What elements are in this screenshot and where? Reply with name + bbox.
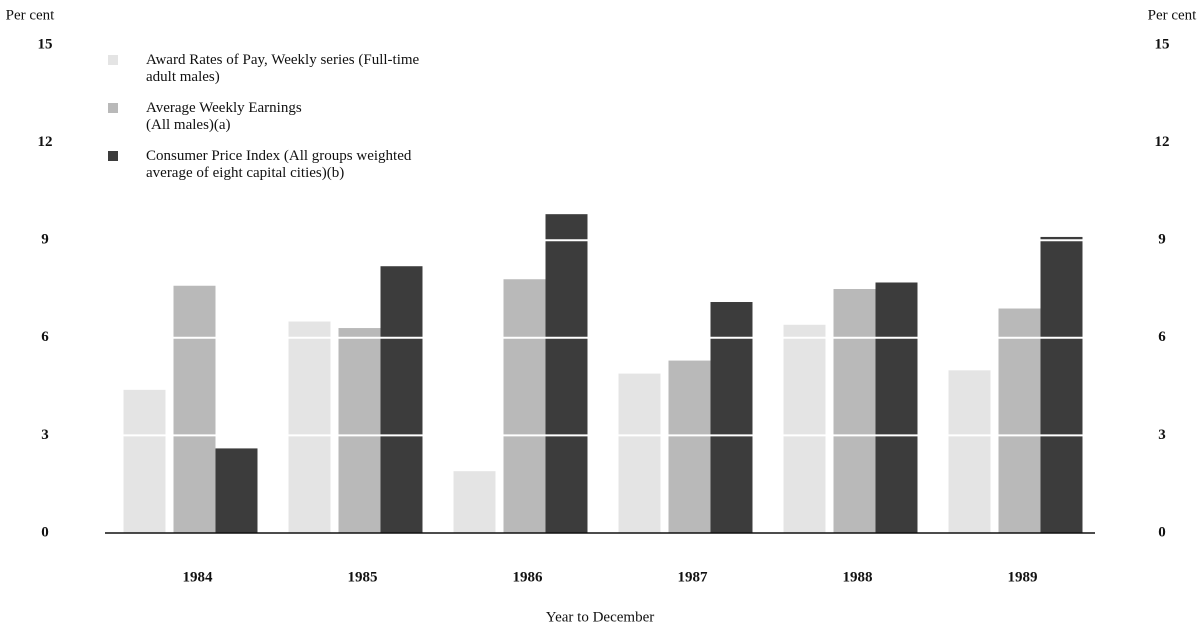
legend-item: Consumer Price Index (All groups weighte… (108, 148, 436, 182)
legend-label: Award Rates of Pay, Weekly series (Full-… (146, 52, 420, 85)
bar (833, 289, 876, 533)
legend: Award Rates of Pay, Weekly series (Full-… (108, 52, 436, 196)
bar (173, 285, 216, 533)
y-tick-label: 6 (41, 329, 49, 345)
bar (998, 308, 1041, 533)
y-tick-label: 0 (41, 524, 49, 540)
bar (338, 328, 381, 533)
x-tick-label: 1988 (843, 569, 873, 585)
legend-item: Average Weekly Earnings (All males)(a) (108, 100, 316, 134)
y-axis-label: Per cent (6, 7, 56, 23)
y2-tick-label: 0 (1158, 524, 1166, 540)
bar (215, 448, 258, 533)
bar (948, 370, 991, 533)
legend-item: Award Rates of Pay, Weekly series (Full-… (108, 52, 436, 86)
bar (618, 373, 661, 533)
x-tick-label: 1985 (348, 569, 378, 585)
y2-tick-label: 3 (1158, 427, 1166, 443)
bar (875, 282, 918, 533)
bar (123, 389, 166, 533)
bar (783, 324, 826, 533)
legend-swatch (108, 151, 118, 161)
legend-swatch (108, 103, 118, 113)
y2-tick-label: 9 (1158, 232, 1166, 248)
bar (380, 266, 423, 533)
bar (668, 360, 711, 533)
bar (288, 321, 331, 533)
bar (1040, 236, 1083, 534)
y-tick-label: 12 (38, 134, 53, 150)
y2-tick-label: 12 (1155, 134, 1170, 150)
x-tick-label: 1984 (183, 569, 214, 585)
y-tick-label: 9 (41, 232, 49, 248)
x-tick-label: 1986 (513, 569, 544, 585)
x-tick-label: 1987 (678, 569, 709, 585)
legend-label: Average Weekly Earnings (All males)(a) (146, 100, 302, 133)
x-tick-label: 1989 (1008, 569, 1038, 585)
y-tick-label: 3 (41, 427, 49, 443)
y-tick-label: 15 (38, 36, 53, 52)
bar (545, 214, 588, 533)
bar (503, 279, 546, 533)
y2-tick-label: 15 (1155, 36, 1170, 52)
bar (453, 471, 496, 533)
legend-label: Consumer Price Index (All groups weighte… (146, 148, 412, 181)
bar (710, 302, 753, 533)
y2-tick-label: 6 (1158, 329, 1166, 345)
y2-axis-label: Per cent (1148, 7, 1198, 23)
legend-swatch (108, 55, 118, 65)
x-axis-label: Year to December (546, 609, 654, 625)
